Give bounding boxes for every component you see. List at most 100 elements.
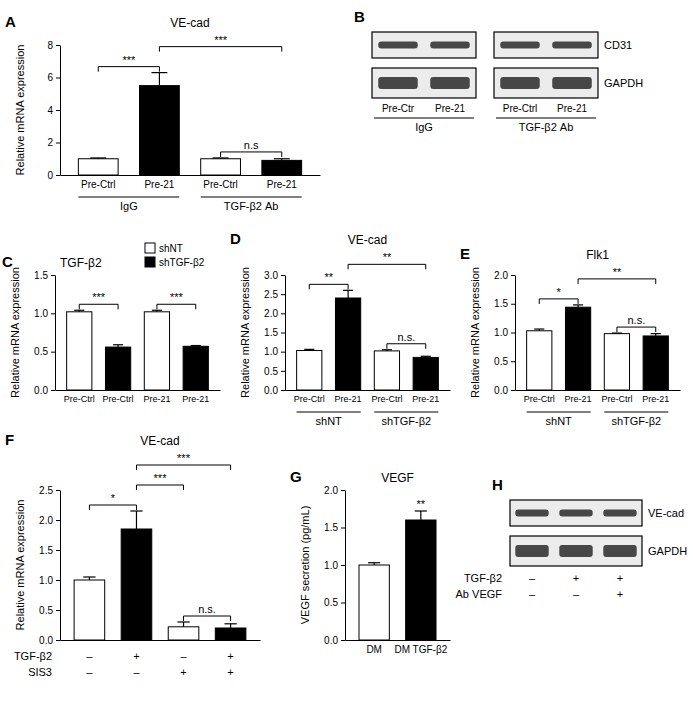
y-tick: 0.5 — [39, 605, 60, 616]
condition-sign: – — [180, 650, 187, 662]
blot-panel: CD31GAPDHBPre-CtrPre-21Pre-CtrlPre-21IgG… — [354, 8, 643, 133]
figure-container: 02468Pre-CtrlPre-21Pre-CtrlPre-21n.s****… — [0, 0, 693, 714]
x-tick-label: Pre-Ctrl — [601, 394, 632, 404]
x-tick: Pre-Ctrl — [601, 394, 632, 404]
x-tick: Pre-Ctrl — [294, 394, 325, 404]
group-line — [297, 412, 361, 413]
condition-sign: + — [573, 572, 579, 584]
x-tick-label: Pre-Ctrl — [103, 394, 134, 404]
significance-label: ** — [383, 251, 392, 263]
panel-letter: E — [460, 245, 470, 262]
legend-label: shTGF-β2 — [159, 257, 205, 268]
x-tick: Pre-21 — [143, 394, 170, 404]
bar — [78, 159, 118, 175]
y-tick-mark — [511, 333, 515, 334]
blot-band — [552, 77, 592, 89]
plot-area — [359, 511, 436, 640]
chart-title: TGF-β2 — [60, 256, 102, 270]
y-tick-label: 0.0 — [264, 385, 278, 396]
y-axis-title: Relative mRNA expression — [14, 500, 26, 631]
y-tick: 1.5 — [324, 522, 345, 533]
x-axis: Pre-CtrlPre-CtrlPre-21Pre-21 — [56, 391, 221, 405]
bar — [297, 351, 322, 390]
figure: 02468Pre-CtrlPre-21Pre-CtrlPre-21n.s****… — [0, 0, 693, 714]
x-axis: DMDM TGF-β2 — [346, 641, 451, 656]
x-tick-label: Pre-21 — [565, 394, 592, 404]
y-tick-label: 0.5 — [264, 366, 278, 377]
y-tick-label: 1.5 — [34, 270, 48, 281]
bar — [565, 307, 590, 390]
condition-sign: + — [227, 666, 233, 678]
error-cap — [304, 349, 314, 350]
y-tick-mark — [341, 640, 345, 641]
x-tick-label: Pre-Ctrl — [371, 394, 402, 404]
y-tick: 0.0 — [39, 635, 60, 646]
y-tick-label: 1.0 — [34, 308, 48, 319]
y-tick: 1.5 — [494, 298, 515, 309]
error-cap — [382, 349, 392, 350]
bar — [140, 86, 180, 175]
y-tick-mark — [56, 78, 60, 79]
y-tick: 0.0 — [494, 385, 515, 396]
x-tick-label: Pre-21 — [642, 394, 669, 404]
x-axis — [61, 640, 261, 641]
blot-band — [603, 545, 636, 557]
y-tick-label: 1.5 — [494, 298, 508, 309]
y-tick-mark — [56, 640, 60, 641]
y-axis-title: Relative mRNA expression — [469, 267, 481, 398]
blot-row-label: CD31 — [604, 39, 632, 51]
y-tick-mark — [56, 580, 60, 581]
plot-area — [527, 305, 669, 390]
y-tick-mark — [511, 275, 515, 276]
error-cap — [573, 304, 583, 305]
x-tick: DM — [366, 644, 382, 655]
blot-panel: VE-cadGAPDHHTGF-β2–++Ab VEGF––+ — [456, 476, 688, 600]
bar — [374, 351, 399, 390]
panel-letter: A — [5, 13, 16, 30]
group-label: shNT — [316, 415, 343, 427]
y-tick-label: 0 — [47, 170, 53, 181]
bar — [413, 357, 438, 390]
y-tick: 6 — [47, 72, 60, 83]
blot-band — [500, 42, 540, 49]
group-line — [374, 118, 474, 119]
y-tick: 3.0 — [264, 270, 285, 281]
x-tick: Pre-Ctrl — [103, 394, 134, 404]
y-tick: 1.0 — [494, 327, 515, 338]
blot-row-label: GAPDH — [648, 545, 687, 557]
y-axis-title: Relative mRNA expression — [239, 267, 251, 398]
group-label: IgG — [415, 121, 433, 133]
y-tick-label: 1.0 — [264, 346, 278, 357]
significance-label: n.s. — [198, 603, 216, 615]
significance-bracket — [578, 279, 656, 284]
y-tick: 2 — [47, 137, 60, 148]
y-tick-label: 0.0 — [324, 635, 338, 646]
x-tick: Pre-21 — [642, 394, 669, 404]
x-tick-label: Pre-Ctrl — [524, 394, 555, 404]
error-cap — [177, 621, 189, 622]
significance-bracket — [387, 344, 426, 349]
y-tick: 1.0 — [264, 346, 285, 357]
error-bar — [230, 624, 231, 628]
significance-label: *** — [92, 291, 106, 303]
significance-label: *** — [122, 54, 136, 66]
y-axis-title: Relative mRNA expression — [14, 45, 26, 176]
y-tick-mark — [511, 361, 515, 362]
condition-sign: + — [133, 650, 139, 662]
y-tick-label: 8 — [47, 40, 53, 51]
y-tick-label: 2.5 — [264, 289, 278, 300]
y-tick: 2.0 — [264, 308, 285, 319]
y-tick-label: 1.5 — [324, 522, 338, 533]
lane-label: Pre-Ctrl — [503, 103, 537, 114]
y-tick-mark — [281, 275, 285, 276]
significance-label: *** — [154, 472, 168, 484]
condition-label: TGF-β2 — [14, 650, 52, 662]
lane-label: Pre-21 — [557, 103, 587, 114]
y-axis: 0.00.51.01.52.0 — [324, 485, 345, 646]
y-tick-label: 0.5 — [494, 356, 508, 367]
condition-sign: – — [133, 666, 140, 678]
error-bar — [136, 511, 137, 529]
error-cap — [113, 344, 123, 345]
y-axis-line — [285, 276, 286, 391]
significance-label: ** — [613, 266, 622, 278]
